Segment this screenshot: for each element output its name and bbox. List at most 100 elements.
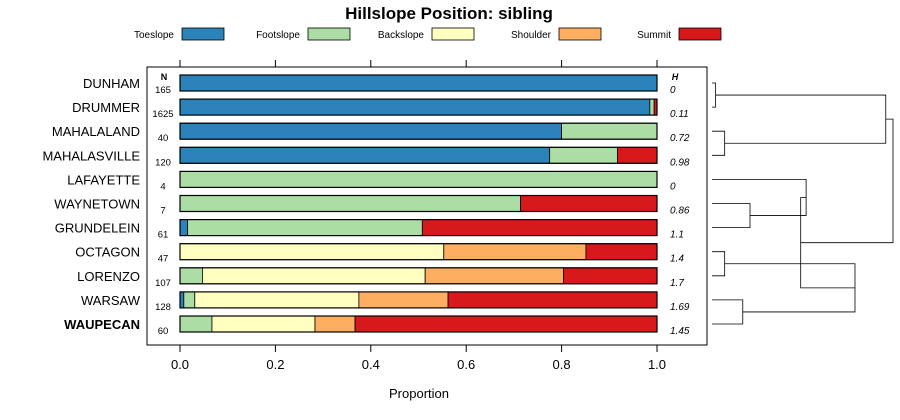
bar-segment-summit: [585, 243, 658, 261]
dendrogram-branch: [800, 118, 894, 244]
h-value: 0.72: [670, 133, 690, 144]
legend-swatch-summit: [678, 27, 722, 41]
category-label: MAHALASVILLE: [42, 148, 140, 163]
h-value: 0.11: [670, 109, 689, 120]
dendrogram-branch: [712, 299, 744, 325]
bars-group: [179, 74, 658, 333]
category-label: LAFAYETTE: [67, 172, 140, 187]
bar-segment-toeslope: [179, 146, 551, 164]
legend-label-backslope: Backslope: [378, 30, 425, 41]
x-axis: 0.0 0.2 0.4 0.6 0.8 1.0: [171, 60, 666, 372]
h-value: 1.1: [670, 230, 684, 241]
bar-segment-footslope: [649, 98, 655, 116]
bar-outline: [179, 170, 658, 188]
bar-segment-footslope: [549, 146, 618, 164]
legend-label-footslope: Footslope: [256, 30, 300, 41]
legend-swatch-toeslope: [181, 27, 225, 41]
bar-segment-summit: [354, 315, 658, 333]
bar-segment-footslope: [179, 267, 203, 285]
n-value: 1625: [152, 109, 173, 120]
h-value: 0: [670, 85, 676, 96]
x-tick-label: 1.0: [648, 357, 666, 372]
bar-segment-toeslope: [179, 219, 189, 237]
h-value: 0.86: [670, 206, 690, 217]
n-value: 165: [155, 85, 171, 96]
h-value: 0.98: [670, 157, 690, 168]
legend-label-shoulder: Shoulder: [511, 30, 552, 41]
n-value: 7: [160, 206, 165, 217]
dendrogram-branch: [712, 251, 726, 277]
bar-outline: [179, 291, 658, 309]
bar-outline: [179, 98, 658, 116]
category-label: DRUMMER: [72, 100, 140, 115]
h-value: 0: [670, 181, 676, 192]
bar-outline: [179, 122, 658, 140]
dendrogram: [712, 82, 894, 325]
bar-segment-backslope: [211, 315, 316, 333]
bar-segment-footslope: [561, 122, 658, 140]
h-value: 1.7: [670, 278, 684, 289]
n-column-header: N: [161, 72, 168, 82]
bar-segment-summit: [421, 219, 658, 237]
bar-outline: [179, 267, 658, 285]
category-label: WAYNETOWN: [54, 197, 140, 212]
bar-segment-backslope: [179, 243, 445, 261]
legend-swatch-backslope: [431, 27, 475, 41]
legend-swatch-shoulder: [558, 27, 602, 41]
legend-swatch-footslope: [307, 27, 351, 41]
category-label: DUNHAM: [83, 76, 140, 91]
dendrogram-branch: [715, 94, 887, 144]
bar-segment-shoulder: [314, 315, 356, 333]
bar-segment-toeslope: [179, 122, 563, 140]
x-tick-label: 0.6: [457, 357, 475, 372]
x-tick-label: 0.8: [553, 357, 571, 372]
category-label: GRUNDELEIN: [55, 221, 140, 236]
dendrogram-branch: [712, 179, 807, 216]
category-label: WAUPECAN: [64, 317, 140, 332]
bar-segment-shoulder: [424, 267, 564, 285]
bar-outline: [179, 194, 658, 213]
n-value: 128: [155, 302, 171, 313]
bar-outline: [179, 146, 658, 164]
h-value: 1.4: [670, 254, 684, 265]
bar-segment-footslope: [187, 219, 423, 237]
n-value: 4: [160, 181, 165, 192]
legend-label-summit: Summit: [637, 30, 671, 41]
x-tick-label: 0.4: [362, 357, 380, 372]
bar-segment-summit: [563, 267, 658, 285]
plot-frame: [146, 66, 708, 346]
dendrogram-branch: [712, 130, 726, 156]
dendrogram-branch: [712, 82, 717, 108]
h-value: 1.69: [670, 302, 690, 313]
bar-segment-toeslope: [179, 74, 658, 92]
legend: Toeslope Footslope Backslope Shoulder Summit: [134, 27, 722, 41]
bar-segment-toeslope: [179, 98, 651, 116]
n-value: 40: [158, 133, 169, 144]
category-label: OCTAGON: [75, 245, 140, 260]
bar-outline: [179, 243, 658, 261]
bar-segment-footslope: [179, 195, 521, 212]
bar-segment-shoulder: [358, 291, 449, 309]
x-axis-label: Proportion: [389, 386, 449, 401]
chart-title: Hillslope Position: sibling: [345, 4, 553, 23]
category-label: LORENZO: [77, 269, 140, 284]
n-value: 47: [158, 254, 169, 265]
h-value: 1.45: [670, 326, 690, 337]
bar-segment-footslope: [179, 170, 658, 188]
bar-segment-backslope: [194, 291, 360, 309]
bar-outline: [179, 219, 658, 237]
bar-outline: [179, 315, 658, 333]
bar-segment-summit: [447, 291, 658, 309]
x-tick-label: 0.0: [171, 357, 189, 372]
category-label: MAHALALAND: [52, 124, 140, 139]
bar-segment-summit: [520, 195, 658, 212]
n-value: 61: [158, 230, 169, 241]
n-value: 107: [155, 278, 171, 289]
legend-label-toeslope: Toeslope: [134, 30, 174, 41]
bar-outline: [179, 74, 658, 92]
h-column-header: H: [672, 72, 679, 82]
bar-segment-summit: [617, 146, 658, 164]
n-value: 120: [155, 157, 171, 168]
